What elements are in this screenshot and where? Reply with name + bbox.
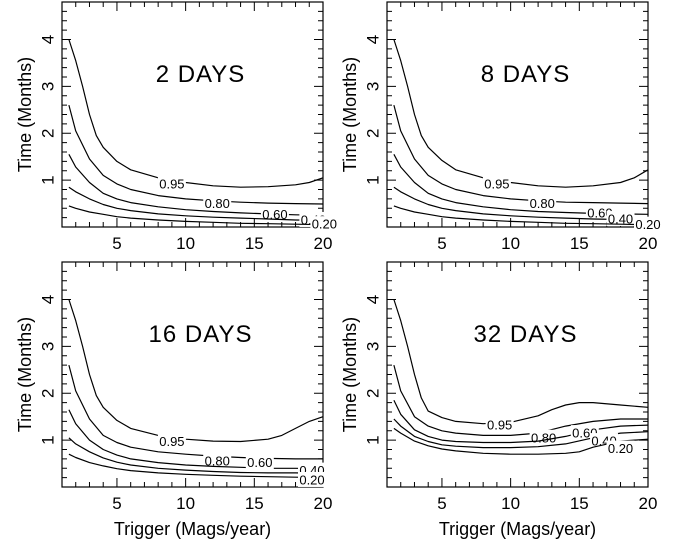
x-tick-label: 10 <box>501 494 520 513</box>
contour-label: 0.95 <box>487 418 512 433</box>
y-tick-label: 1 <box>39 175 58 184</box>
x-tick-label: 15 <box>570 234 589 253</box>
panel-title: 32 DAYS <box>474 321 578 348</box>
y-tick-label: 4 <box>39 295 58 304</box>
panel-1: 5 10 15 20 1 2 3 4 Time (Months) 2 DAYS 0.95 0.80 0.… <box>15 1 339 253</box>
x-tick-label: 5 <box>112 494 121 513</box>
contour-line-0.40 <box>393 186 649 221</box>
contour-label-bg <box>310 216 339 232</box>
contour-label: 0.80 <box>530 196 555 211</box>
contour-line-0.40 <box>68 186 324 221</box>
contour-label-bg <box>485 417 514 433</box>
x-tick-label: 10 <box>501 234 520 253</box>
contour-line-0.20 <box>393 427 649 455</box>
x-tick-label: 20 <box>314 234 333 253</box>
contour-label: 0.20 <box>299 472 324 487</box>
contour-line-0.20 <box>68 453 324 479</box>
x-tick-label: 20 <box>639 234 658 253</box>
plot-frame <box>386 1 649 228</box>
plot-frame <box>61 261 324 488</box>
contour-label-bg <box>606 440 635 456</box>
y-axis-label: Time (Months) <box>340 317 360 432</box>
x-tick-label: 10 <box>176 234 195 253</box>
y-tick-label: 4 <box>39 35 58 44</box>
y-axis-label: Time (Months) <box>15 317 35 432</box>
contour-label: 0.80 <box>531 430 556 445</box>
y-tick-label: 2 <box>364 129 383 138</box>
y-tick-label: 3 <box>39 342 58 351</box>
y-tick-label: 4 <box>364 295 383 304</box>
contour-label-bg <box>203 195 232 211</box>
contour-line-0.40 <box>68 437 324 474</box>
x-axis-label: Trigger (Mags/year) <box>439 519 596 539</box>
x-tick-label: 15 <box>245 494 264 513</box>
y-tick-label: 1 <box>364 175 383 184</box>
contour-line-0.80 <box>393 104 649 205</box>
contour-line-0.80 <box>68 364 323 460</box>
panel-3: 5 10 15 20 1 2 3 4 Time (Months) Trigger (Mags/ye… <box>15 261 333 539</box>
contour-label: 0.95 <box>159 176 184 191</box>
contour-line-0.95 <box>393 299 649 425</box>
panel-title: 8 DAYS <box>481 61 571 88</box>
contour-label-bg <box>528 195 557 211</box>
contour-label: 0.95 <box>484 176 509 191</box>
contour-label: 0.95 <box>159 434 184 449</box>
contour-label-bg <box>157 175 186 191</box>
panel-2: 5 10 15 20 1 2 3 4 Time (Months) 8 DAYS 0.95 0.80 0.… <box>340 1 662 253</box>
contour-label-bg <box>157 433 186 449</box>
contour-label: 0.20 <box>635 217 660 232</box>
contour-label: 0.60 <box>587 205 612 220</box>
contour-line-0.80 <box>393 364 648 436</box>
contour-line-0.20 <box>68 205 324 226</box>
y-tick-label: 3 <box>364 82 383 91</box>
contour-label-bg <box>260 206 289 222</box>
plot-frame <box>61 1 324 228</box>
contour-label-bg <box>203 453 232 469</box>
x-tick-label: 20 <box>639 494 658 513</box>
contour-label: 0.60 <box>262 207 287 222</box>
x-tick-label: 5 <box>437 234 446 253</box>
x-tick-label: 10 <box>176 494 195 513</box>
contour-label: 0.80 <box>205 196 230 211</box>
y-axis-label: Time (Months) <box>340 57 360 172</box>
contour-line-0.95 <box>68 39 324 188</box>
y-tick-label: 1 <box>364 435 383 444</box>
y-tick-label: 2 <box>39 389 58 398</box>
y-axis-label: Time (Months) <box>15 57 35 172</box>
contour-label-bg <box>606 211 635 227</box>
x-tick-label: 20 <box>314 494 333 513</box>
contour-label-bg <box>482 175 511 191</box>
contour-label: 0.60 <box>247 455 272 470</box>
panel-4: 5 10 15 20 1 2 3 4 Time (Months) Trigger (Mags/ye… <box>340 261 658 539</box>
x-tick-label: 5 <box>437 494 446 513</box>
contour-label: 0.80 <box>205 454 230 469</box>
contour-line-0.20 <box>393 205 649 226</box>
contour-label: 0.40 <box>608 212 633 227</box>
contour-label-bg <box>298 471 327 487</box>
contour-label-bg <box>634 216 662 232</box>
x-tick-label: 5 <box>112 234 121 253</box>
contour-label: 0.20 <box>608 441 633 456</box>
y-tick-label: 1 <box>39 435 58 444</box>
y-tick-label: 2 <box>364 389 383 398</box>
panel-title: 2 DAYS <box>156 61 246 88</box>
panel-title: 16 DAYS <box>149 321 253 348</box>
y-tick-label: 2 <box>39 129 58 138</box>
y-tick-label: 4 <box>364 35 383 44</box>
x-tick-label: 15 <box>570 494 589 513</box>
contour-line-0.60 <box>68 409 324 470</box>
x-tick-label: 15 <box>245 234 264 253</box>
y-tick-label: 3 <box>39 82 58 91</box>
contour-line-0.95 <box>393 39 649 188</box>
contour-line-0.80 <box>68 104 324 205</box>
contour-label: 0.20 <box>312 217 337 232</box>
x-axis-label: Trigger (Mags/year) <box>114 519 271 539</box>
contour-label-bg <box>245 454 274 470</box>
y-tick-label: 3 <box>364 342 383 351</box>
